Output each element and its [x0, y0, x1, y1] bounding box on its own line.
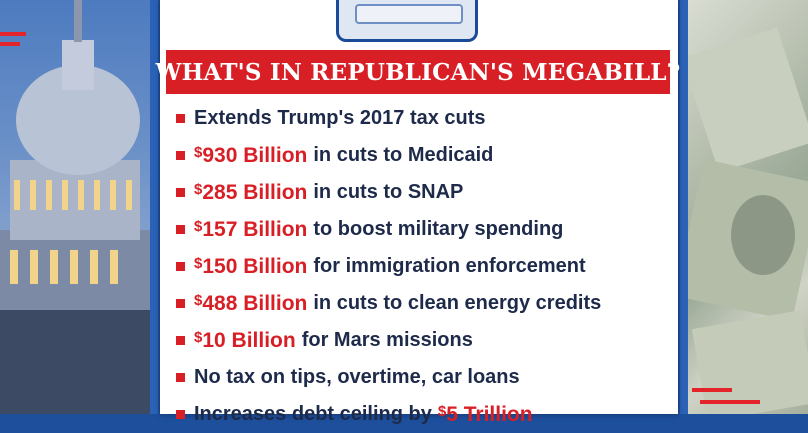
item-amount: $150 Billion [194, 254, 308, 278]
item-amount: $5 Trillion [437, 402, 533, 426]
bullet-icon [176, 151, 185, 160]
page-title: WHAT'S IN REPUBLICAN'S MEGABILL? [155, 58, 681, 86]
bullet-icon [176, 262, 185, 271]
list-item: No tax on tips, overtime, car loans [176, 359, 672, 396]
list-item: $150 Billion for immigration enforcement [176, 248, 672, 285]
list-item: $285 Billion in cuts to SNAP [176, 174, 672, 211]
decor-dash [692, 388, 732, 392]
bullet-icon [176, 410, 185, 419]
item-text: Extends Trump's 2017 tax cuts [194, 107, 486, 129]
item-text: in cuts to clean energy credits [313, 292, 602, 314]
item-text: No tax on tips, overtime, car loans [194, 366, 520, 388]
decor-dash [700, 400, 760, 404]
list-item: $10 Billion for Mars missions [176, 322, 672, 359]
bullet-icon [176, 336, 185, 345]
bullet-icon [176, 188, 185, 197]
item-amount: $285 Billion [194, 180, 308, 204]
item-amount: $488 Billion [194, 291, 308, 315]
clipboard-clip-icon [336, 0, 478, 42]
left-stripe [150, 0, 158, 414]
list-item: $930 Billion in cuts to Medicaid [176, 137, 672, 174]
item-amount: $157 Billion [194, 217, 308, 241]
decor-dash [0, 42, 20, 46]
bill-items-list: Extends Trump's 2017 tax cuts $930 Billi… [176, 100, 672, 433]
list-item: Increases debt ceiling by $5 Trillion [176, 396, 672, 433]
bullet-icon [176, 373, 185, 382]
money-image [688, 0, 808, 414]
list-item: $157 Billion to boost military spending [176, 211, 672, 248]
item-amount: $930 Billion [194, 143, 308, 167]
item-amount: $10 Billion [194, 328, 296, 352]
bullet-icon [176, 114, 185, 123]
item-text: to boost military spending [313, 218, 564, 240]
item-text: Increases debt ceiling by [194, 403, 432, 425]
bullet-icon [176, 299, 185, 308]
item-text: for immigration enforcement [313, 255, 586, 277]
item-text: in cuts to SNAP [313, 181, 464, 203]
item-text: for Mars missions [301, 329, 473, 351]
decor-dash [0, 32, 26, 36]
list-item: $488 Billion in cuts to clean energy cre… [176, 285, 672, 322]
title-banner: WHAT'S IN REPUBLICAN'S MEGABILL? [156, 50, 680, 94]
capitol-dome-icon [0, 0, 150, 414]
capitol-image [0, 0, 150, 414]
item-text: in cuts to Medicaid [313, 144, 494, 166]
bullet-icon [176, 225, 185, 234]
right-stripe [680, 0, 688, 414]
dollar-bill-icon [688, 27, 808, 414]
list-item: Extends Trump's 2017 tax cuts [176, 100, 672, 137]
